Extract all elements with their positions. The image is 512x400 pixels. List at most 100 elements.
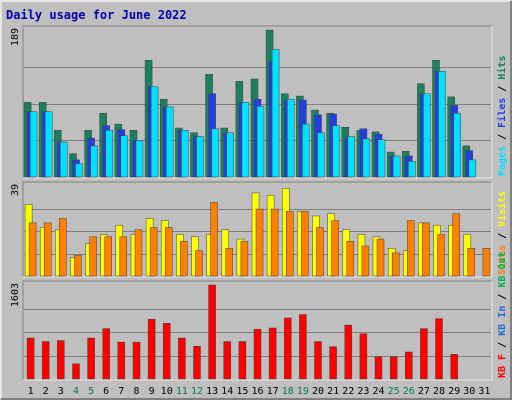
bar-sites-day-13	[210, 201, 218, 277]
legend-item: /	[497, 128, 508, 146]
day-label-3: 3	[58, 386, 64, 397]
bar-kb-f-day-25	[389, 356, 398, 380]
bar-sites-day-8	[134, 229, 143, 277]
bar-pages-day-9	[150, 86, 159, 178]
bar-pages-day-14	[226, 132, 234, 178]
bar-pages-day-10	[165, 106, 174, 178]
bar-sites-day-16	[255, 208, 264, 277]
day-label-23: 23	[357, 386, 369, 397]
bar-sites-day-25	[391, 252, 400, 277]
bar-kb-f-day-7	[117, 341, 126, 380]
bar-pages-day-18	[287, 98, 295, 178]
bar-kb-f-day-8	[132, 341, 141, 380]
legend-item: /	[497, 227, 508, 245]
bar-pages-day-28	[438, 70, 446, 178]
day-label-4: 4	[73, 386, 79, 397]
bar-sites-day-4	[74, 254, 82, 277]
bar-kb-f-day-21	[329, 346, 337, 380]
bar-pages-day-13	[211, 128, 219, 178]
legend-item: KB In	[497, 306, 508, 336]
bar-kb-f-day-4	[72, 363, 80, 380]
day-label-11: 11	[176, 386, 188, 397]
bar-sites-day-19	[301, 211, 309, 277]
day-label-13: 13	[206, 386, 218, 397]
day-label-21: 21	[327, 386, 339, 397]
bar-kb-f-day-22	[344, 324, 353, 380]
bar-pages-day-5	[90, 145, 98, 178]
bar-kb-f-day-28	[435, 318, 443, 380]
legend-item: Files	[496, 98, 508, 128]
day-label-25: 25	[388, 386, 400, 397]
panel-bevel-light	[23, 26, 493, 179]
legend-item: /	[497, 288, 508, 306]
day-label-5: 5	[88, 386, 94, 397]
bar-pages-day-3	[60, 141, 68, 178]
chart-title: Daily usage for June 2022	[6, 8, 187, 22]
legend-item: KB Out	[497, 252, 508, 288]
day-label-22: 22	[342, 386, 354, 397]
bar-pages-day-19	[302, 123, 310, 178]
bar-sites-day-27	[422, 222, 430, 277]
bar-pages-day-20	[317, 132, 325, 178]
bar-kb-f-day-1	[26, 337, 35, 380]
day-label-28: 28	[433, 386, 445, 397]
legend-hits-files-pages: Pages / Files / Hits	[496, 56, 508, 176]
bar-pages-day-22	[347, 136, 356, 178]
bar-sites-day-22	[346, 241, 355, 277]
bar-sites-day-31	[482, 248, 491, 277]
bar-pages-day-2	[44, 111, 53, 178]
bar-kb-f-day-29	[450, 354, 458, 380]
legend-item: Visits	[496, 191, 508, 227]
day-label-27: 27	[418, 386, 430, 397]
bar-sites-day-18	[286, 211, 294, 277]
bar-kb-f-day-10	[162, 323, 171, 380]
bar-kb-f-day-6	[102, 328, 110, 380]
bar-kb-f-day-11	[178, 337, 186, 380]
bar-kb-f-day-12	[193, 345, 201, 380]
bar-sites-day-23	[361, 245, 370, 277]
bar-sites-day-14	[225, 248, 233, 277]
bar-sites-day-2	[43, 222, 52, 277]
panel-bevel-light	[23, 281, 493, 381]
day-label-18: 18	[282, 386, 294, 397]
bar-sites-day-29	[452, 213, 460, 277]
bar-sites-day-1	[28, 222, 37, 277]
bar-pages-day-11	[181, 130, 189, 178]
bar-pages-day-26	[408, 161, 416, 178]
bar-sites-day-7	[119, 236, 128, 277]
day-label-30: 30	[463, 386, 475, 397]
day-label-10: 10	[161, 386, 173, 397]
bar-sites-day-5	[89, 236, 97, 277]
day-label-24: 24	[372, 386, 384, 397]
bar-pages-day-23	[362, 138, 371, 178]
day-label-20: 20	[312, 386, 324, 397]
bar-pages-day-17	[271, 49, 280, 178]
bar-kb-f-day-13	[208, 284, 216, 380]
bar-pages-day-27	[423, 93, 431, 178]
bar-pages-day-24	[377, 139, 386, 178]
day-label-26: 26	[403, 386, 415, 397]
bar-sites-day-17	[270, 208, 279, 277]
bar-sites-day-3	[59, 218, 67, 277]
day-label-2: 2	[43, 386, 49, 397]
bar-sites-day-9	[149, 227, 158, 277]
day-label-17: 17	[267, 386, 279, 397]
bar-kb-f-day-24	[374, 356, 383, 380]
day-label-1: 1	[28, 386, 34, 397]
y-max-label: 1603	[10, 283, 21, 307]
bar-pages-day-30	[468, 159, 477, 178]
legend-item: /	[497, 80, 508, 98]
legend-visits-sites: Sites / Visits	[496, 191, 508, 275]
legend-item: Sites	[496, 245, 508, 275]
day-label-16: 16	[251, 386, 263, 397]
bar-sites-day-24	[376, 238, 385, 277]
bar-pages-day-25	[392, 155, 401, 178]
bars	[23, 29, 491, 380]
bar-sites-day-12	[195, 250, 203, 277]
day-label-31: 31	[478, 386, 490, 397]
bar-sites-day-6	[104, 236, 112, 277]
bar-kb-f-day-16	[253, 328, 262, 380]
panel-bevel-dark	[22, 280, 492, 380]
legend-item: Pages	[497, 146, 508, 176]
